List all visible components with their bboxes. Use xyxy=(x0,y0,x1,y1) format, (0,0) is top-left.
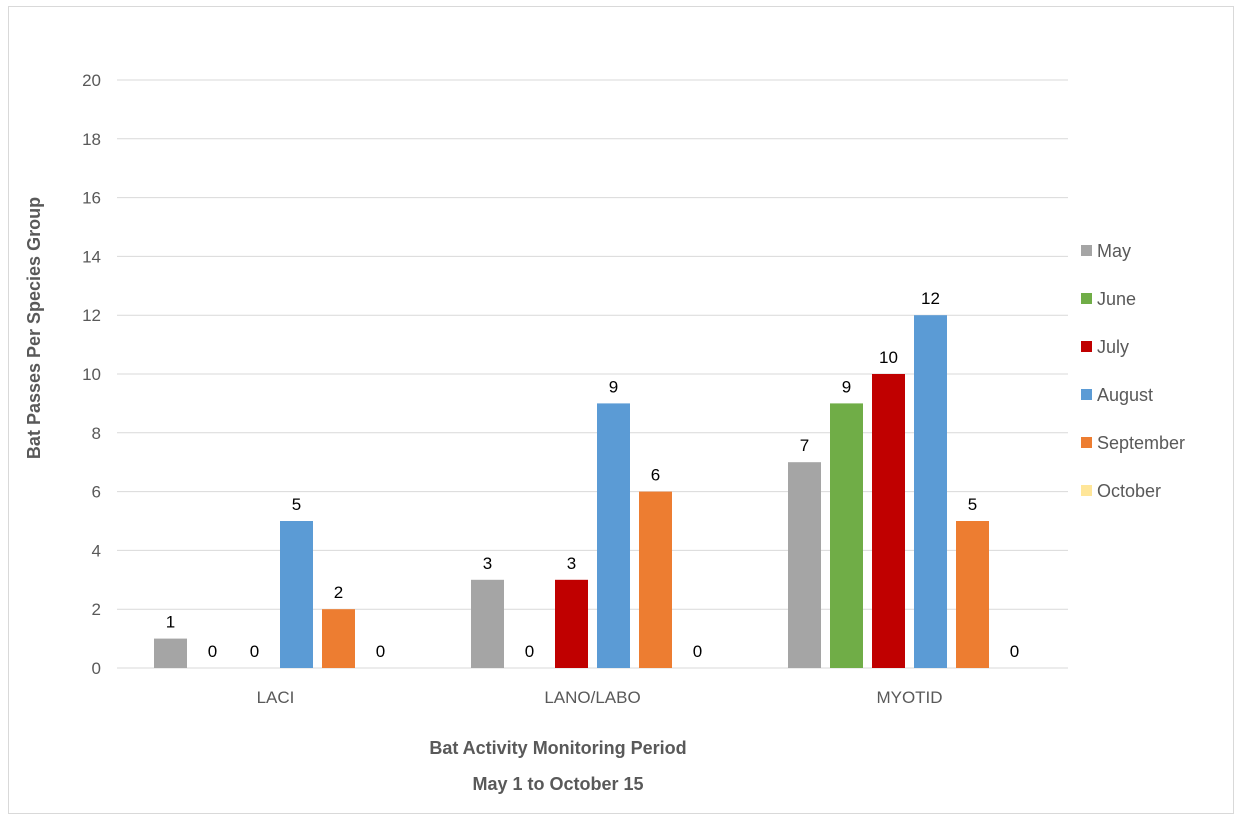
data-label: 12 xyxy=(921,289,940,308)
legend-swatch-october xyxy=(1081,485,1092,496)
data-label: 2 xyxy=(334,583,343,602)
y-axis-ticks: 0 2 4 6 8 10 12 14 16 18 20 xyxy=(82,71,101,678)
data-label: 5 xyxy=(292,495,301,514)
gridlines xyxy=(117,79,1068,669)
data-label: 6 xyxy=(651,466,660,485)
legend-label-july: July xyxy=(1097,337,1129,357)
data-label: 3 xyxy=(483,554,492,573)
bar-june-2 xyxy=(830,403,863,668)
y-tick-label: 6 xyxy=(92,483,101,502)
data-label: 0 xyxy=(693,642,702,661)
y-axis-title: Bat Passes Per Species Group xyxy=(24,197,44,459)
legend-swatch-september xyxy=(1081,437,1092,448)
bar-may-0 xyxy=(154,638,187,668)
bars xyxy=(154,315,989,668)
bar-august-0 xyxy=(280,521,313,668)
data-label: 9 xyxy=(609,377,618,396)
y-tick-label: 12 xyxy=(82,306,101,325)
data-label: 7 xyxy=(800,436,809,455)
y-tick-label: 14 xyxy=(82,247,101,266)
x-axis-title-line2: May 1 to October 15 xyxy=(472,774,643,794)
y-tick-label: 2 xyxy=(92,600,101,619)
legend-label-september: September xyxy=(1097,433,1185,453)
y-tick-label: 10 xyxy=(82,365,101,384)
bar-august-2 xyxy=(914,315,947,668)
x-axis-title-line1: Bat Activity Monitoring Period xyxy=(429,738,686,758)
data-label: 0 xyxy=(1010,642,1019,661)
y-tick-label: 4 xyxy=(92,541,101,560)
legend-swatch-august xyxy=(1081,389,1092,400)
legend-label-june: June xyxy=(1097,289,1136,309)
y-tick-label: 8 xyxy=(92,424,101,443)
data-label: 10 xyxy=(879,348,898,367)
legend-label-october: October xyxy=(1097,481,1161,501)
legend-swatch-june xyxy=(1081,293,1092,304)
bar-september-0 xyxy=(322,609,355,668)
bar-july-1 xyxy=(555,579,588,668)
legend-swatch-may xyxy=(1081,245,1092,256)
x-tick-label: LACI xyxy=(257,688,295,707)
x-tick-label: MYOTID xyxy=(876,688,942,707)
x-axis-ticks: LACI LANO/LABO MYOTID xyxy=(257,688,943,707)
data-label: 0 xyxy=(250,642,259,661)
y-tick-label: 0 xyxy=(92,659,101,678)
y-tick-label: 16 xyxy=(82,189,101,208)
bar-may-2 xyxy=(788,462,821,668)
legend-label-may: May xyxy=(1097,241,1131,261)
data-label: 0 xyxy=(525,642,534,661)
data-label: 3 xyxy=(567,554,576,573)
y-tick-label: 20 xyxy=(82,71,101,90)
legend-swatch-july xyxy=(1081,341,1092,352)
bar-september-1 xyxy=(639,491,672,668)
x-tick-label: LANO/LABO xyxy=(544,688,640,707)
bar-may-1 xyxy=(471,579,504,668)
bar-july-2 xyxy=(872,374,905,668)
data-label: 5 xyxy=(968,495,977,514)
legend-label-august: August xyxy=(1097,385,1153,405)
bar-august-1 xyxy=(597,403,630,668)
data-label: 0 xyxy=(376,642,385,661)
data-label: 0 xyxy=(208,642,217,661)
data-label: 1 xyxy=(166,613,175,632)
bar-september-2 xyxy=(956,521,989,668)
y-tick-label: 18 xyxy=(82,130,101,149)
data-label: 9 xyxy=(842,377,851,396)
legend: May June July August September October xyxy=(1081,241,1185,501)
